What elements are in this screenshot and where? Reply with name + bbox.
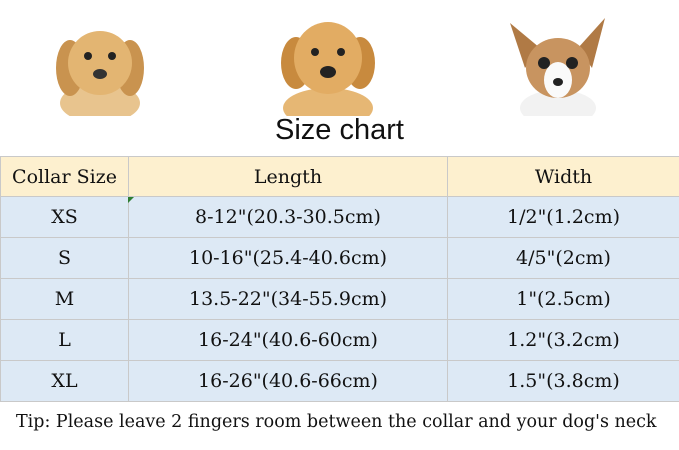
length-cell: 16-24"(40.6-60cm) [128, 319, 448, 361]
cell-marker-icon [128, 197, 134, 203]
puppy-photo-1 [56, 31, 144, 116]
size-cell: S [0, 237, 129, 279]
length-cell: 10-16"(25.4-40.6cm) [128, 237, 448, 279]
size-table: Collar Size Length Width XS 8-12"(20.3-3… [0, 156, 679, 402]
size-cell: XL [0, 360, 129, 402]
size-cell: L [0, 319, 129, 361]
header-length: Length [128, 156, 448, 197]
puppy-photo-2 [281, 22, 375, 116]
header-collar-size: Collar Size [0, 156, 129, 197]
table-row: S 10-16"(25.4-40.6cm) 4/5"(2cm) [0, 237, 679, 279]
chihuahua-photo [510, 18, 605, 116]
length-cell: 8-12"(20.3-30.5cm) [128, 196, 448, 238]
tip-text: Tip: Please leave 2 fingers room between… [16, 412, 657, 432]
width-cell: 1.2"(3.2cm) [447, 319, 679, 361]
width-cell: 1/2"(1.2cm) [447, 196, 679, 238]
width-cell: 1.5"(3.8cm) [447, 360, 679, 402]
table-row: M 13.5-22"(34-55.9cm) 1"(2.5cm) [0, 278, 679, 320]
table-row: XL 16-26"(40.6-66cm) 1.5"(3.8cm) [0, 360, 679, 402]
size-cell: XS [0, 196, 129, 238]
table-header-row: Collar Size Length Width [0, 156, 679, 197]
chart-title: Size chart [275, 114, 404, 146]
length-cell: 13.5-22"(34-55.9cm) [128, 278, 448, 320]
width-cell: 4/5"(2cm) [447, 237, 679, 279]
width-cell: 1"(2.5cm) [447, 278, 679, 320]
size-cell: M [0, 278, 129, 320]
header-width: Width [447, 156, 679, 197]
length-cell: 16-26"(40.6-66cm) [128, 360, 448, 402]
table-row: L 16-24"(40.6-60cm) 1.2"(3.2cm) [0, 319, 679, 361]
table-row: XS 8-12"(20.3-30.5cm) 1/2"(1.2cm) [0, 196, 679, 238]
